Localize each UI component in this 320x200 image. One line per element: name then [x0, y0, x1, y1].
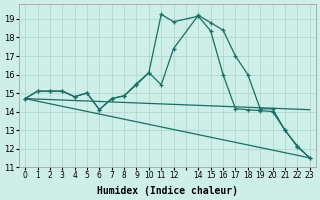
X-axis label: Humidex (Indice chaleur): Humidex (Indice chaleur) [97, 186, 238, 196]
